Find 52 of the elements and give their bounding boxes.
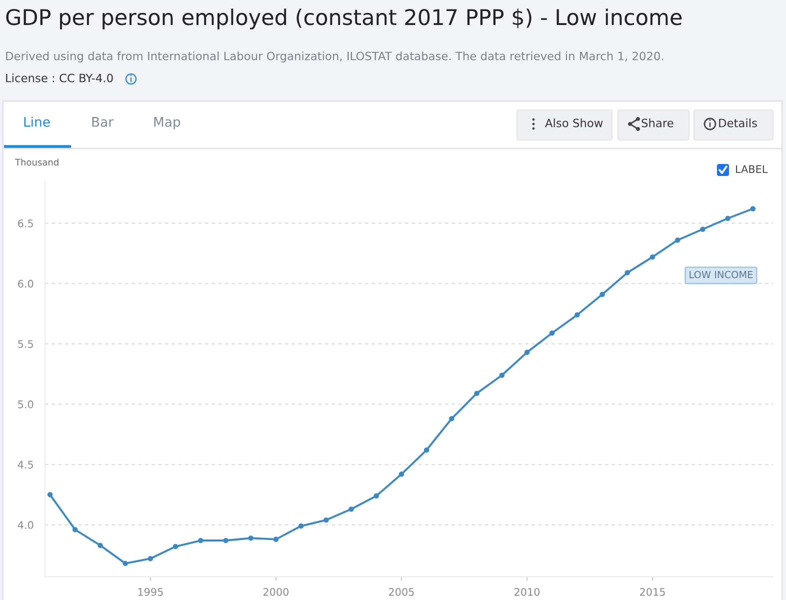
text: Share — [642, 118, 674, 128]
point — [98, 542, 103, 548]
point — [524, 350, 530, 355]
point — [148, 556, 154, 562]
point — [650, 254, 656, 260]
y-tick-label: 4.0 — [18, 521, 34, 529]
point — [324, 517, 329, 523]
text: Bar — [92, 117, 114, 127]
point — [248, 535, 254, 541]
x-tick-label: 2010 — [514, 588, 540, 596]
x-tick-label: 2015 — [640, 588, 665, 596]
chart-title: GDP per person employed (constant 2017 PPP $) - Low income — [6, 8, 682, 30]
point — [298, 523, 304, 529]
point — [424, 447, 430, 453]
y-tick-label: 6.0 — [18, 280, 34, 288]
point — [198, 538, 204, 544]
point — [223, 538, 228, 544]
point — [474, 390, 480, 396]
text: Map — [154, 117, 180, 130]
point — [47, 492, 53, 498]
point — [172, 544, 178, 550]
point — [725, 216, 730, 222]
text: Details — [719, 118, 757, 128]
point — [674, 237, 680, 243]
x-tick-label: 2000 — [263, 588, 289, 596]
text: Also Show — [545, 118, 603, 128]
point — [348, 506, 354, 512]
point — [122, 560, 128, 566]
y-tick-label: 5.5 — [18, 340, 33, 348]
y-axis-title: Thousand — [14, 158, 58, 166]
text: LOW INCOME — [690, 270, 753, 278]
chart-subtitle: Derived using data from International Labour Organization, ILOSTAT database. The data retrieved in March 1, 2020. — [6, 51, 664, 63]
point — [600, 292, 605, 298]
y-tick-label: 5.0 — [18, 400, 34, 408]
x-tick-label: 2005 — [388, 588, 414, 596]
text: LABEL — [736, 165, 768, 173]
point — [398, 472, 404, 477]
point — [72, 527, 78, 532]
point — [374, 493, 380, 499]
point — [549, 330, 555, 336]
point — [499, 372, 505, 378]
text: License : CC BY-4.0 — [6, 73, 113, 82]
y-tick-label: 4.5 — [18, 460, 33, 469]
text: Line — [24, 116, 50, 127]
point — [624, 270, 630, 276]
point — [574, 312, 580, 318]
point — [700, 226, 706, 232]
point — [449, 416, 454, 422]
x-tick-label: 1995 — [138, 588, 163, 596]
y-tick-label: 6.5 — [18, 219, 33, 228]
point — [750, 206, 756, 212]
point — [273, 536, 279, 542]
